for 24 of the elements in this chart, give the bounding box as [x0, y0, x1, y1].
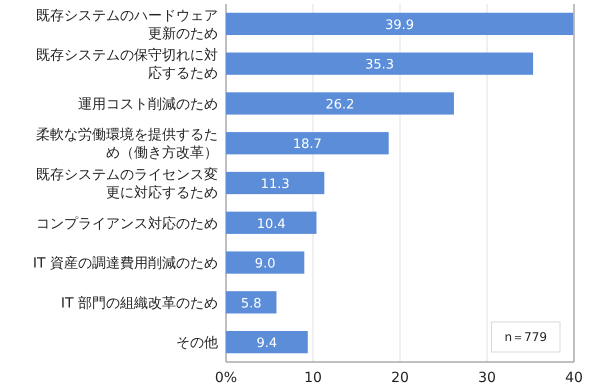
- y-tick-label: IT 部門の組織改革のため: [60, 295, 218, 312]
- annotation: n＝779: [504, 330, 547, 344]
- y-tick-label: その他: [176, 335, 218, 352]
- x-tick-label: 30: [478, 370, 496, 385]
- data-label: 26.2: [325, 97, 354, 112]
- y-tick-label: コンプライアンス対応のため: [36, 216, 218, 232]
- data-label: 9.4: [256, 336, 278, 352]
- y-tick-label: 柔軟な労働環境を提供するため（働き方改革）: [36, 127, 218, 162]
- data-label: 39.9: [385, 18, 414, 33]
- data-label: 5.8: [240, 296, 262, 312]
- y-tick-label: IT 資産の調達費用削減のため: [32, 256, 218, 272]
- data-label: 35.3: [365, 58, 394, 73]
- x-tick-label: 0%: [214, 370, 238, 385]
- y-tick-label: 既存システムの保守切れに対応するため: [36, 48, 218, 82]
- x-tick-label: 10: [304, 370, 322, 385]
- data-label: 11.3: [260, 177, 290, 192]
- y-tick-label: 既存システムのハードウェア更新のため: [36, 8, 218, 42]
- x-tick-label: 20: [391, 370, 409, 385]
- x-tick-label: 40: [565, 370, 583, 385]
- y-tick-label: 運用コスト削減のため: [78, 96, 218, 112]
- data-label: 18.7: [292, 137, 322, 152]
- data-label: 9.0: [254, 256, 276, 272]
- data-label: 10.4: [256, 216, 286, 232]
- y-tick-label: 既存システムのライセンス変更に対応するため: [36, 167, 218, 201]
